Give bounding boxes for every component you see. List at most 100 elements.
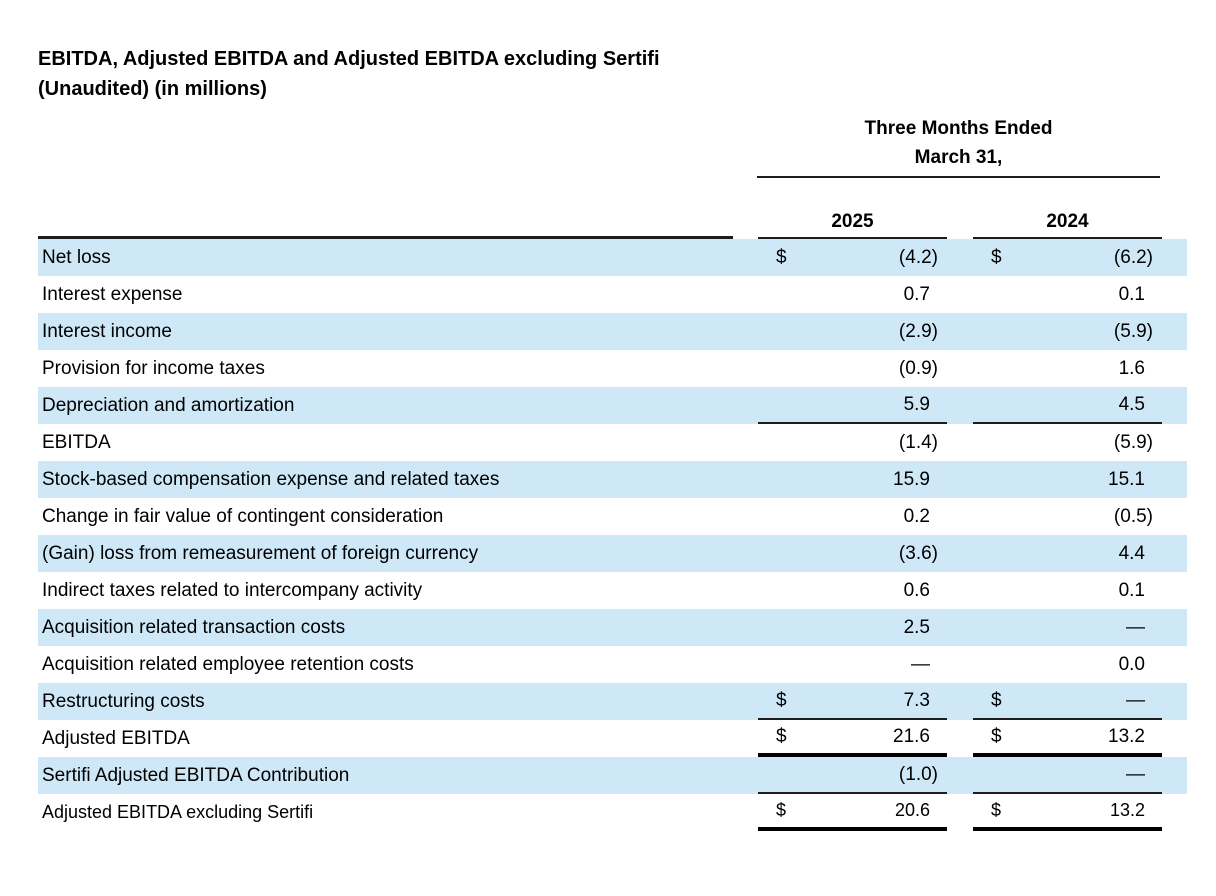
row-label: Acquisition related employee retention c… — [42, 653, 414, 675]
row-label: Indirect taxes related to intercompany a… — [42, 579, 423, 601]
period-header: Three Months Ended March 31, — [757, 114, 1160, 178]
value: (5.9) — [1113, 320, 1153, 342]
value-cell-2024: $ (6.2) — [973, 239, 1162, 276]
value-cell-2025: — — [758, 646, 947, 683]
value: — — [911, 653, 930, 675]
table-row: Interest expense 0.7 0.1 — [38, 276, 1187, 313]
value-cell-2025: (1.0) — [758, 757, 947, 794]
value: 1.6 — [1118, 357, 1145, 379]
value-cell-2025: $ (4.2) — [758, 239, 947, 276]
value: — — [1126, 763, 1145, 785]
period-header-line-1: Three Months Ended — [864, 118, 1053, 139]
row-label: Net loss — [42, 246, 111, 268]
currency-symbol: $ — [776, 689, 787, 711]
column-gap — [733, 204, 758, 239]
value-cell-2025: (0.9) — [758, 350, 947, 387]
row-label: (Gain) loss from remeasurement of foreig… — [42, 542, 479, 564]
value-cell-2025: $21.6 — [758, 720, 947, 757]
value-cell-2025: 0.6 — [758, 572, 947, 609]
row-label: Adjusted EBITDA excluding Sertifi — [42, 802, 314, 822]
row-label: Change in fair value of contingent consi… — [42, 505, 444, 527]
currency-symbol: $ — [776, 800, 787, 820]
column-gap — [947, 204, 973, 239]
value-cell-2024: 0.1 — [973, 276, 1162, 313]
value-cell-2024: 0.0 — [973, 646, 1162, 683]
period-header-spacer — [38, 114, 757, 178]
row-label: Acquisition related transaction costs — [42, 616, 346, 638]
value: (6.2) — [1113, 246, 1153, 268]
value: 7.3 — [903, 689, 930, 711]
value-cell-2024: 1.6 — [973, 350, 1162, 387]
period-header-tail — [1160, 114, 1187, 178]
value: 2.5 — [903, 616, 930, 638]
row-label: Depreciation and amortization — [42, 394, 295, 416]
title-line-2: (Unaudited) (in millions) — [38, 78, 267, 100]
column-tail — [1162, 204, 1187, 239]
value: 4.4 — [1118, 542, 1145, 564]
value: 15.1 — [1108, 468, 1145, 490]
row-label: Interest expense — [42, 283, 183, 305]
value-cell-2025: 0.2 — [758, 498, 947, 535]
table-row: (Gain) loss from remeasurement of foreig… — [38, 535, 1187, 572]
row-label: Restructuring costs — [42, 690, 205, 712]
value: 0.1 — [1118, 283, 1145, 305]
value-cell-2024: $13.2 — [973, 720, 1162, 757]
value: 0.2 — [903, 505, 930, 527]
value: (5.9) — [1113, 431, 1153, 453]
row-label: Provision for income taxes — [42, 357, 265, 379]
value-cell-2025: $7.3 — [758, 683, 947, 720]
value-cell-2025: (2.9) — [758, 313, 947, 350]
currency-symbol: $ — [991, 800, 1002, 820]
value: — — [1126, 689, 1145, 711]
currency-symbol: $ — [991, 246, 1002, 268]
table-row: Change in fair value of contingent consi… — [38, 498, 1187, 535]
value-cell-2024: (5.9) — [973, 313, 1162, 350]
value: 13.2 — [1109, 800, 1145, 820]
value: 21.6 — [893, 725, 930, 747]
value-cell-2025: (3.6) — [758, 535, 947, 572]
value: (0.5) — [1113, 505, 1153, 527]
table-row: Acquisition related employee retention c… — [38, 646, 1187, 683]
title-line-1: EBITDA, Adjusted EBITDA and Adjusted EBI… — [38, 48, 660, 70]
table-row: Adjusted EBITDA excluding Sertifi $20.6 $1… — [38, 794, 1187, 831]
value: (1.0) — [898, 763, 938, 785]
value-cell-2024: 4.5 — [973, 387, 1162, 424]
value-cell-2025: 0.7 — [758, 276, 947, 313]
value-cell-2025: 5.9 — [758, 387, 947, 424]
row-label: Interest income — [42, 320, 172, 342]
value-cell-2024: (5.9) — [973, 424, 1162, 461]
column-header-2025: 2025 — [758, 204, 947, 239]
currency-symbol: $ — [991, 725, 1002, 747]
value-cell-2024: — — [973, 609, 1162, 646]
value: (0.9) — [898, 357, 938, 379]
value-cell-2024: — — [973, 757, 1162, 794]
value-cell-2024: 0.1 — [973, 572, 1162, 609]
period-header-line-2: March 31, — [914, 147, 1003, 168]
value: 13.2 — [1108, 725, 1145, 747]
table-row: Restructuring costs $7.3 $ — — [38, 683, 1187, 720]
table-row: Net loss $ (4.2) $ (6.2) — [38, 239, 1187, 276]
table-row: Depreciation and amortization 5.9 4.5 — [38, 387, 1187, 424]
row-label: Sertifi Adjusted EBITDA Contribution — [42, 764, 350, 786]
value-cell-2024: 4.4 — [973, 535, 1162, 572]
currency-symbol: $ — [991, 689, 1002, 711]
table-row: Provision for income taxes (0.9) 1.6 — [38, 350, 1187, 387]
period-header-row: Three Months Ended March 31, — [38, 114, 1187, 178]
value: 20.6 — [894, 800, 930, 820]
table-row: Indirect taxes related to intercompany a… — [38, 572, 1187, 609]
value: — — [1126, 616, 1145, 638]
value-cell-2024: $ — — [973, 683, 1162, 720]
value: (4.2) — [898, 246, 938, 268]
value: 0.0 — [1118, 653, 1145, 675]
column-header-2024: 2024 — [973, 204, 1162, 239]
value: (1.4) — [898, 431, 938, 453]
table-row: Adjusted EBITDA $21.6 $13.2 — [38, 720, 1187, 757]
value-cell-2025: 15.9 — [758, 461, 947, 498]
row-label: Stock-based compensation expense and rel… — [42, 468, 500, 490]
value: 0.6 — [903, 579, 930, 601]
table-row: Stock-based compensation expense and rel… — [38, 461, 1187, 498]
value-cell-2024: $13.2 — [973, 794, 1162, 831]
value-cell-2025: (1.4) — [758, 424, 947, 461]
value: 0.1 — [1118, 579, 1145, 601]
